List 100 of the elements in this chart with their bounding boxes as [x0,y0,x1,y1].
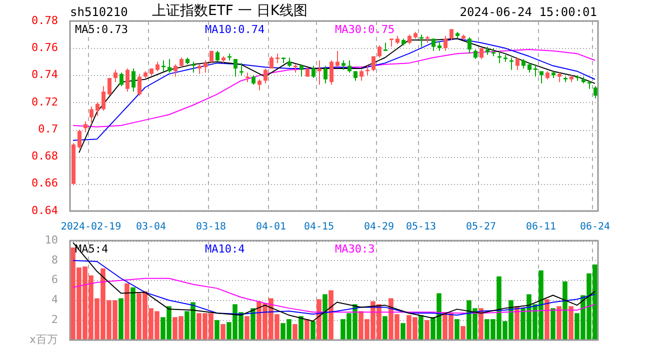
bar [298,316,304,340]
bar [550,308,556,340]
bar [316,299,322,340]
x-tick-label: 05-13 [406,222,436,233]
text: MA10:0.74 [205,22,265,36]
y-tick-label: 4 [51,293,58,306]
candlestick [474,49,478,60]
text: MA30:3 [335,242,375,256]
y-tick-label: 0.66 [32,176,58,190]
candlestick [354,70,358,82]
x-tick-label: 06-24 [580,222,610,233]
bar [310,321,316,340]
candlestick [408,34,412,45]
y-tick-label: 0.64 [32,204,58,217]
bar [460,326,466,340]
candlestick [342,60,346,70]
candlestick [114,69,118,83]
candlestick [300,64,304,78]
bar [304,319,310,340]
candlestick [96,102,100,116]
candlestick [558,72,562,83]
bar [292,324,298,340]
bar [556,306,562,340]
x-tick-label: 04-29 [364,222,394,233]
text: sh510210 [70,5,128,19]
candlestick [78,129,82,150]
candlestick [156,61,160,72]
text: MA5:0.73 [75,22,128,36]
candlestick [204,60,208,74]
y-tick-label: 6 [51,273,58,286]
candlestick [348,60,352,74]
bar [322,294,328,340]
candlestick [192,61,196,74]
candlestick [246,72,250,83]
candlestick [534,64,538,78]
candlestick [312,65,316,78]
bar [514,306,520,340]
y-tick-label: x百万 [29,332,58,346]
chart-title: 上证指数ETF 一 日K线图 [152,3,308,19]
y-tick-label: 8 [51,253,58,266]
text: MA10:4 [205,242,246,256]
candlestick [360,69,364,82]
candlestick [288,57,292,68]
candlestick [450,28,454,40]
candlestick [198,64,202,74]
candlestick [528,62,532,74]
candlestick [372,56,376,72]
bar [214,320,220,340]
candlestick [234,58,238,78]
candlestick [252,74,256,86]
bar [220,324,226,340]
y-tick-label: 10 [44,233,58,246]
candlestick [264,68,268,84]
candlestick [126,68,130,92]
y-tick-label: 0.74 [32,68,58,82]
x-tick-label: 06-11 [526,222,556,233]
candlestick [240,62,244,76]
candlestick [216,50,220,62]
candlestick [336,50,340,68]
y-tick-label: 0.68 [32,150,58,163]
bar [568,306,574,340]
candlestick [210,50,214,64]
candlestick [432,38,436,52]
candlestick [522,58,526,69]
y-tick-label: 0.76 [32,41,58,54]
candlestick [516,57,520,70]
y-tick-label: 2 [51,312,58,326]
text: 2024-06-24 15:00:01 [460,5,597,19]
bar [124,283,130,340]
candlestick [480,48,484,60]
bar [478,308,484,340]
bar [562,281,568,340]
bar [418,315,424,340]
candlestick [180,57,184,68]
bar [382,316,388,340]
candlestick [102,86,106,112]
bar [250,308,256,340]
y-tick-label: 0.7 [38,122,58,136]
candlestick [258,78,262,91]
x-tick-label: 05-27 [466,222,496,233]
bar [118,298,124,340]
bar [424,320,430,340]
candlestick [108,78,112,96]
text: MA30:0.75 [335,22,395,36]
x-tick-label: 04-15 [304,222,334,233]
candlestick [378,44,382,58]
candlestick [594,86,598,99]
candlestick [84,120,88,133]
candlestick [444,35,448,52]
bar [400,323,406,340]
bar [328,290,334,340]
bar [454,319,460,340]
x-tick-label: 03-04 [136,222,166,233]
candlestick [174,64,178,78]
candlestick [270,56,274,69]
candlestick [540,70,544,84]
candlestick [468,36,472,54]
candlestick [330,60,334,86]
bar [544,299,550,340]
candlestick [120,72,124,87]
